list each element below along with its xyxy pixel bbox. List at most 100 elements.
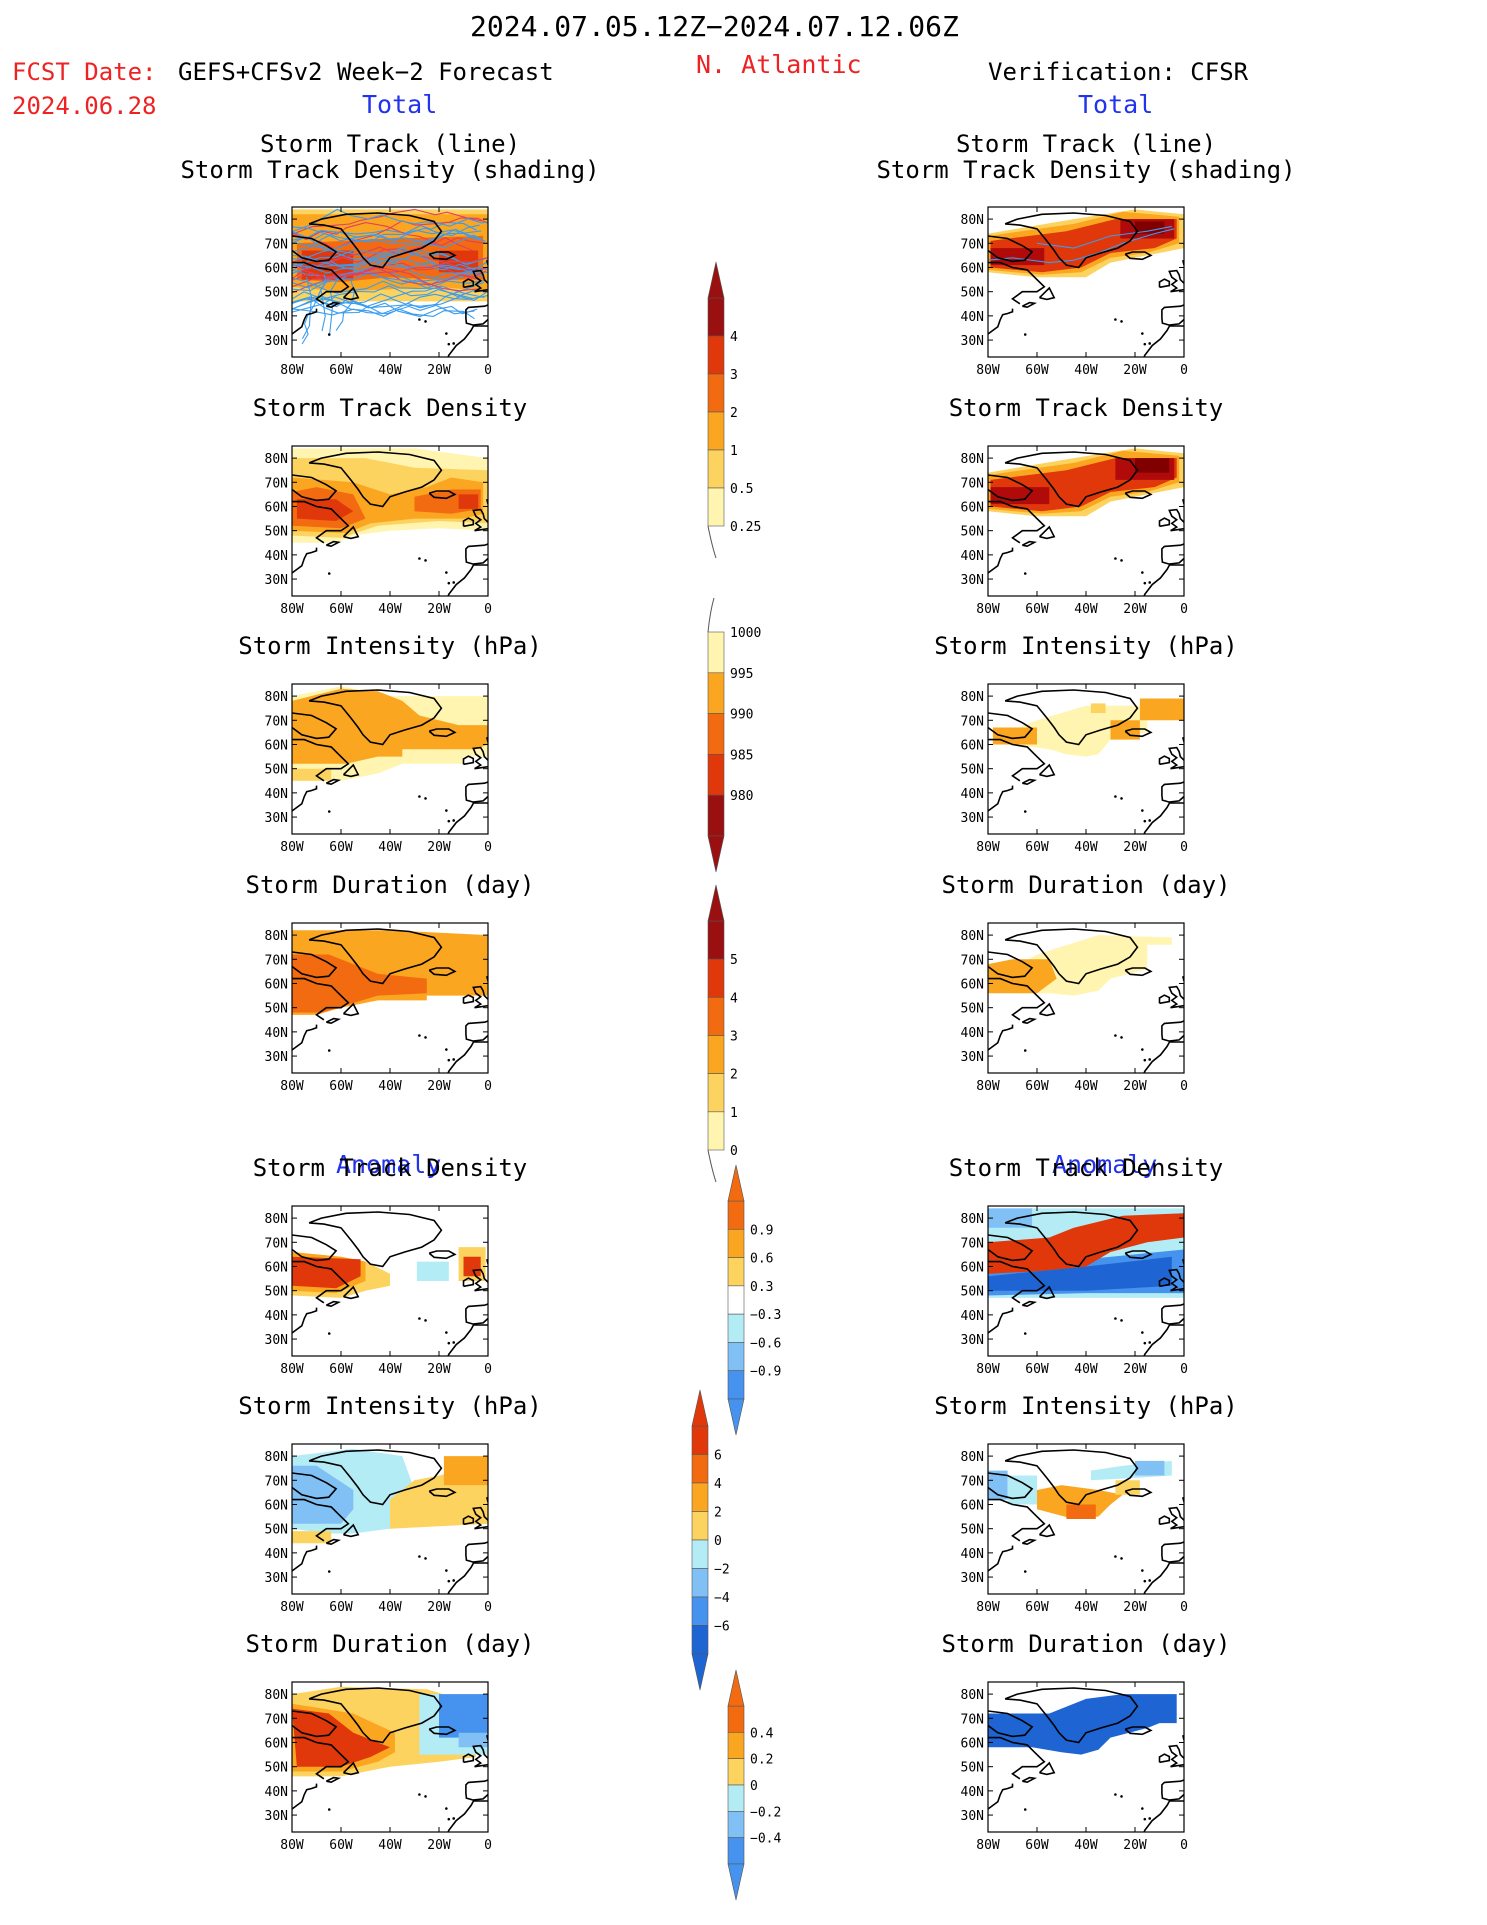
fcst-panel-6-island-2: [445, 1807, 448, 1810]
verif-panel-4-lat-label-2: 60N: [961, 1260, 984, 1275]
fcst-panel-5-island-0: [424, 1557, 427, 1560]
colorbar-0-label-2: 2: [730, 406, 738, 421]
fcst-panel-5-coast-4: [325, 1538, 342, 1546]
verif-panel-2-coast-5: [988, 785, 1014, 812]
verif-panel-5-coast-0: [1004, 1449, 1139, 1506]
verif-panel-1-coast-6: [1124, 490, 1153, 500]
fcst-panel-5-title: Storm Intensity (hPa): [238, 1392, 541, 1420]
fcst-panel-3-lat-label-2: 60N: [265, 977, 288, 992]
verif-panel-3-island-3: [1143, 1058, 1147, 1062]
colorbar-3-box-4: [727, 1313, 745, 1343]
colorbar-5-label-3: −0.2: [750, 1805, 781, 1820]
verif-panel-6: 80N 70N 60N 50N 40N 30N 80W 60W 40W 20W 0: [961, 1681, 1188, 1853]
fcst-panel-6-lon-label-0: 80W: [280, 1838, 304, 1853]
fcst-panel-4-coast-0: [308, 1211, 443, 1268]
verif-panel-3-island-2: [1141, 1048, 1144, 1051]
verif-panel-0-coast-9: [1161, 304, 1184, 326]
verif-panel-6-coast-0: [1004, 1687, 1139, 1744]
verif-panel-0-coast-0: [1004, 212, 1139, 269]
fcst-panel-2-coast-10: [447, 802, 488, 834]
verif-panel-6-lon-label-1: 60W: [1025, 1838, 1049, 1853]
fcst-panel-3-coast-3: [342, 1002, 360, 1017]
fcst-panel-0-coast-8: [472, 269, 488, 293]
fcst-panel-2-coast-3: [342, 763, 360, 778]
fcst-panel-5-coast-6: [428, 1488, 457, 1498]
fcst-panel-6-island-5: [327, 1808, 331, 1811]
verif-panel-5-lat-label-5: 30N: [961, 1571, 984, 1586]
colorbar-1-box-3: [707, 754, 725, 796]
fcst-panel-2-island-1: [418, 795, 421, 798]
fcst-panel-2-island-4: [452, 819, 455, 822]
verif-panel-2-coast-9: [1161, 781, 1184, 803]
verif-panel-0-coast-8: [1168, 269, 1184, 293]
fcst-panel-5-shade-3: [443, 1456, 488, 1486]
fcst-panel-0-lon-label-1: 60W: [329, 363, 353, 378]
verif-panel-3-island-4: [1148, 1058, 1151, 1061]
colorbar-4-label-6: −6: [714, 1620, 730, 1635]
fcst-panel-5-island-3: [447, 1579, 451, 1583]
fcst-panel-2-title: Storm Intensity (hPa): [238, 632, 541, 660]
colorbar-5-arrow-bot: [727, 1863, 745, 1901]
colorbar-3-box-1: [727, 1228, 745, 1258]
fcst-panel-3-coast-1: [292, 951, 338, 979]
fcst-panel-5-coast-5: [292, 1545, 318, 1572]
verif-panel-4-island-5: [1023, 1332, 1027, 1335]
fcst-panel-0-track-20: [292, 248, 488, 272]
fcst-panel-0-track-33: [292, 234, 486, 267]
verif-panel-0-lon-label-3: 20W: [1123, 363, 1147, 378]
colorbar-3-box-6: [727, 1370, 745, 1400]
colorbar-2-tail: [707, 1149, 717, 1183]
fcst-panel-5-island-5: [327, 1570, 331, 1573]
fcst-panel-0-track-31: [292, 277, 487, 297]
verif-panel-0-island-5: [1023, 333, 1027, 336]
verif-panel-0: 80N 70N 60N 50N 40N 30N 80W 60W 40W 20W 0: [961, 206, 1188, 378]
fcst-panel-4-lon-label-4: 0: [484, 1362, 492, 1377]
verif-panel-2-island-0: [1120, 797, 1123, 800]
verif-panel-4-coast-8: [1168, 1268, 1184, 1292]
verif-panel-0-coast-7: [1158, 278, 1171, 289]
colorbar-1-tail: [707, 597, 715, 633]
fcst-panel-6-lat-label-1: 70N: [265, 1712, 288, 1727]
colorbar-0-label-1: 3: [730, 368, 738, 383]
verif-panel-3-coast-2: [988, 977, 1046, 1021]
fcst-panel-3-island-2: [445, 1048, 448, 1051]
verif-panel-3-coast-0: [1004, 928, 1139, 985]
fcst-panel-6-coast-0: [308, 1687, 443, 1744]
fcst-panel-3-island-4: [452, 1058, 455, 1061]
verif-panel-4-lat-label-0: 80N: [961, 1212, 984, 1227]
verif-panel-0-lat-label-4: 40N: [961, 310, 984, 325]
verif-panel-1-coast-8: [1168, 508, 1184, 532]
colorbar-4-label-3: 0: [714, 1534, 722, 1549]
verif-panel-1-lon-label-4: 0: [1180, 602, 1188, 617]
fcst-panel-6-island-1: [418, 1793, 421, 1796]
fcst-panel-0-track-26: [292, 291, 487, 309]
fcst-panel-1-lat-label-2: 60N: [265, 500, 288, 515]
fcst-panel-1-island-1: [418, 557, 421, 560]
fcst-panel-4-lat-label-3: 50N: [265, 1285, 288, 1300]
fcst-panel-0-title-line: Storm Track (line): [260, 130, 520, 158]
verif-panel-4-coast-7: [1158, 1277, 1171, 1288]
verif-panel-6-coast-4: [1021, 1776, 1038, 1784]
fcst-panel-0-track-12: [292, 217, 488, 250]
fcst-panel-3-coast-7: [462, 994, 475, 1005]
verif-panel-2-shade-4: [1090, 703, 1106, 713]
verif-panel-5-island-0: [1120, 1557, 1123, 1560]
verif-panel-3-coast-8: [1168, 985, 1184, 1009]
fcst-panel-5-lon-label-4: 0: [484, 1600, 492, 1615]
fcst-panel-2-island-2: [445, 809, 448, 812]
fcst-panel-0-track-36: [320, 274, 327, 332]
fcst-panel-4-shade-3: [416, 1261, 449, 1281]
fcst-panel-2-lat-label-3: 50N: [265, 763, 288, 778]
verif-panel-3-lat-label-4: 40N: [961, 1026, 984, 1041]
colorbar-5-label-1: 0.2: [750, 1753, 773, 1768]
colorbar-1-box-2: [707, 713, 725, 755]
verif-panel-0-island-4: [1148, 342, 1151, 345]
verif-panel-6-coast-5: [988, 1783, 1014, 1810]
verif-panel-0-lon-label-4: 0: [1180, 363, 1188, 378]
fcst-panel-1-lat-label-5: 30N: [265, 573, 288, 588]
fcst-panel-0-title-shading: Storm Track Density (shading): [180, 156, 599, 184]
fcst-panel-0-track-34: [301, 276, 313, 339]
fcst-panel-0-island-3: [447, 342, 451, 346]
fcst-panel-3-shade-1: [292, 954, 427, 1013]
